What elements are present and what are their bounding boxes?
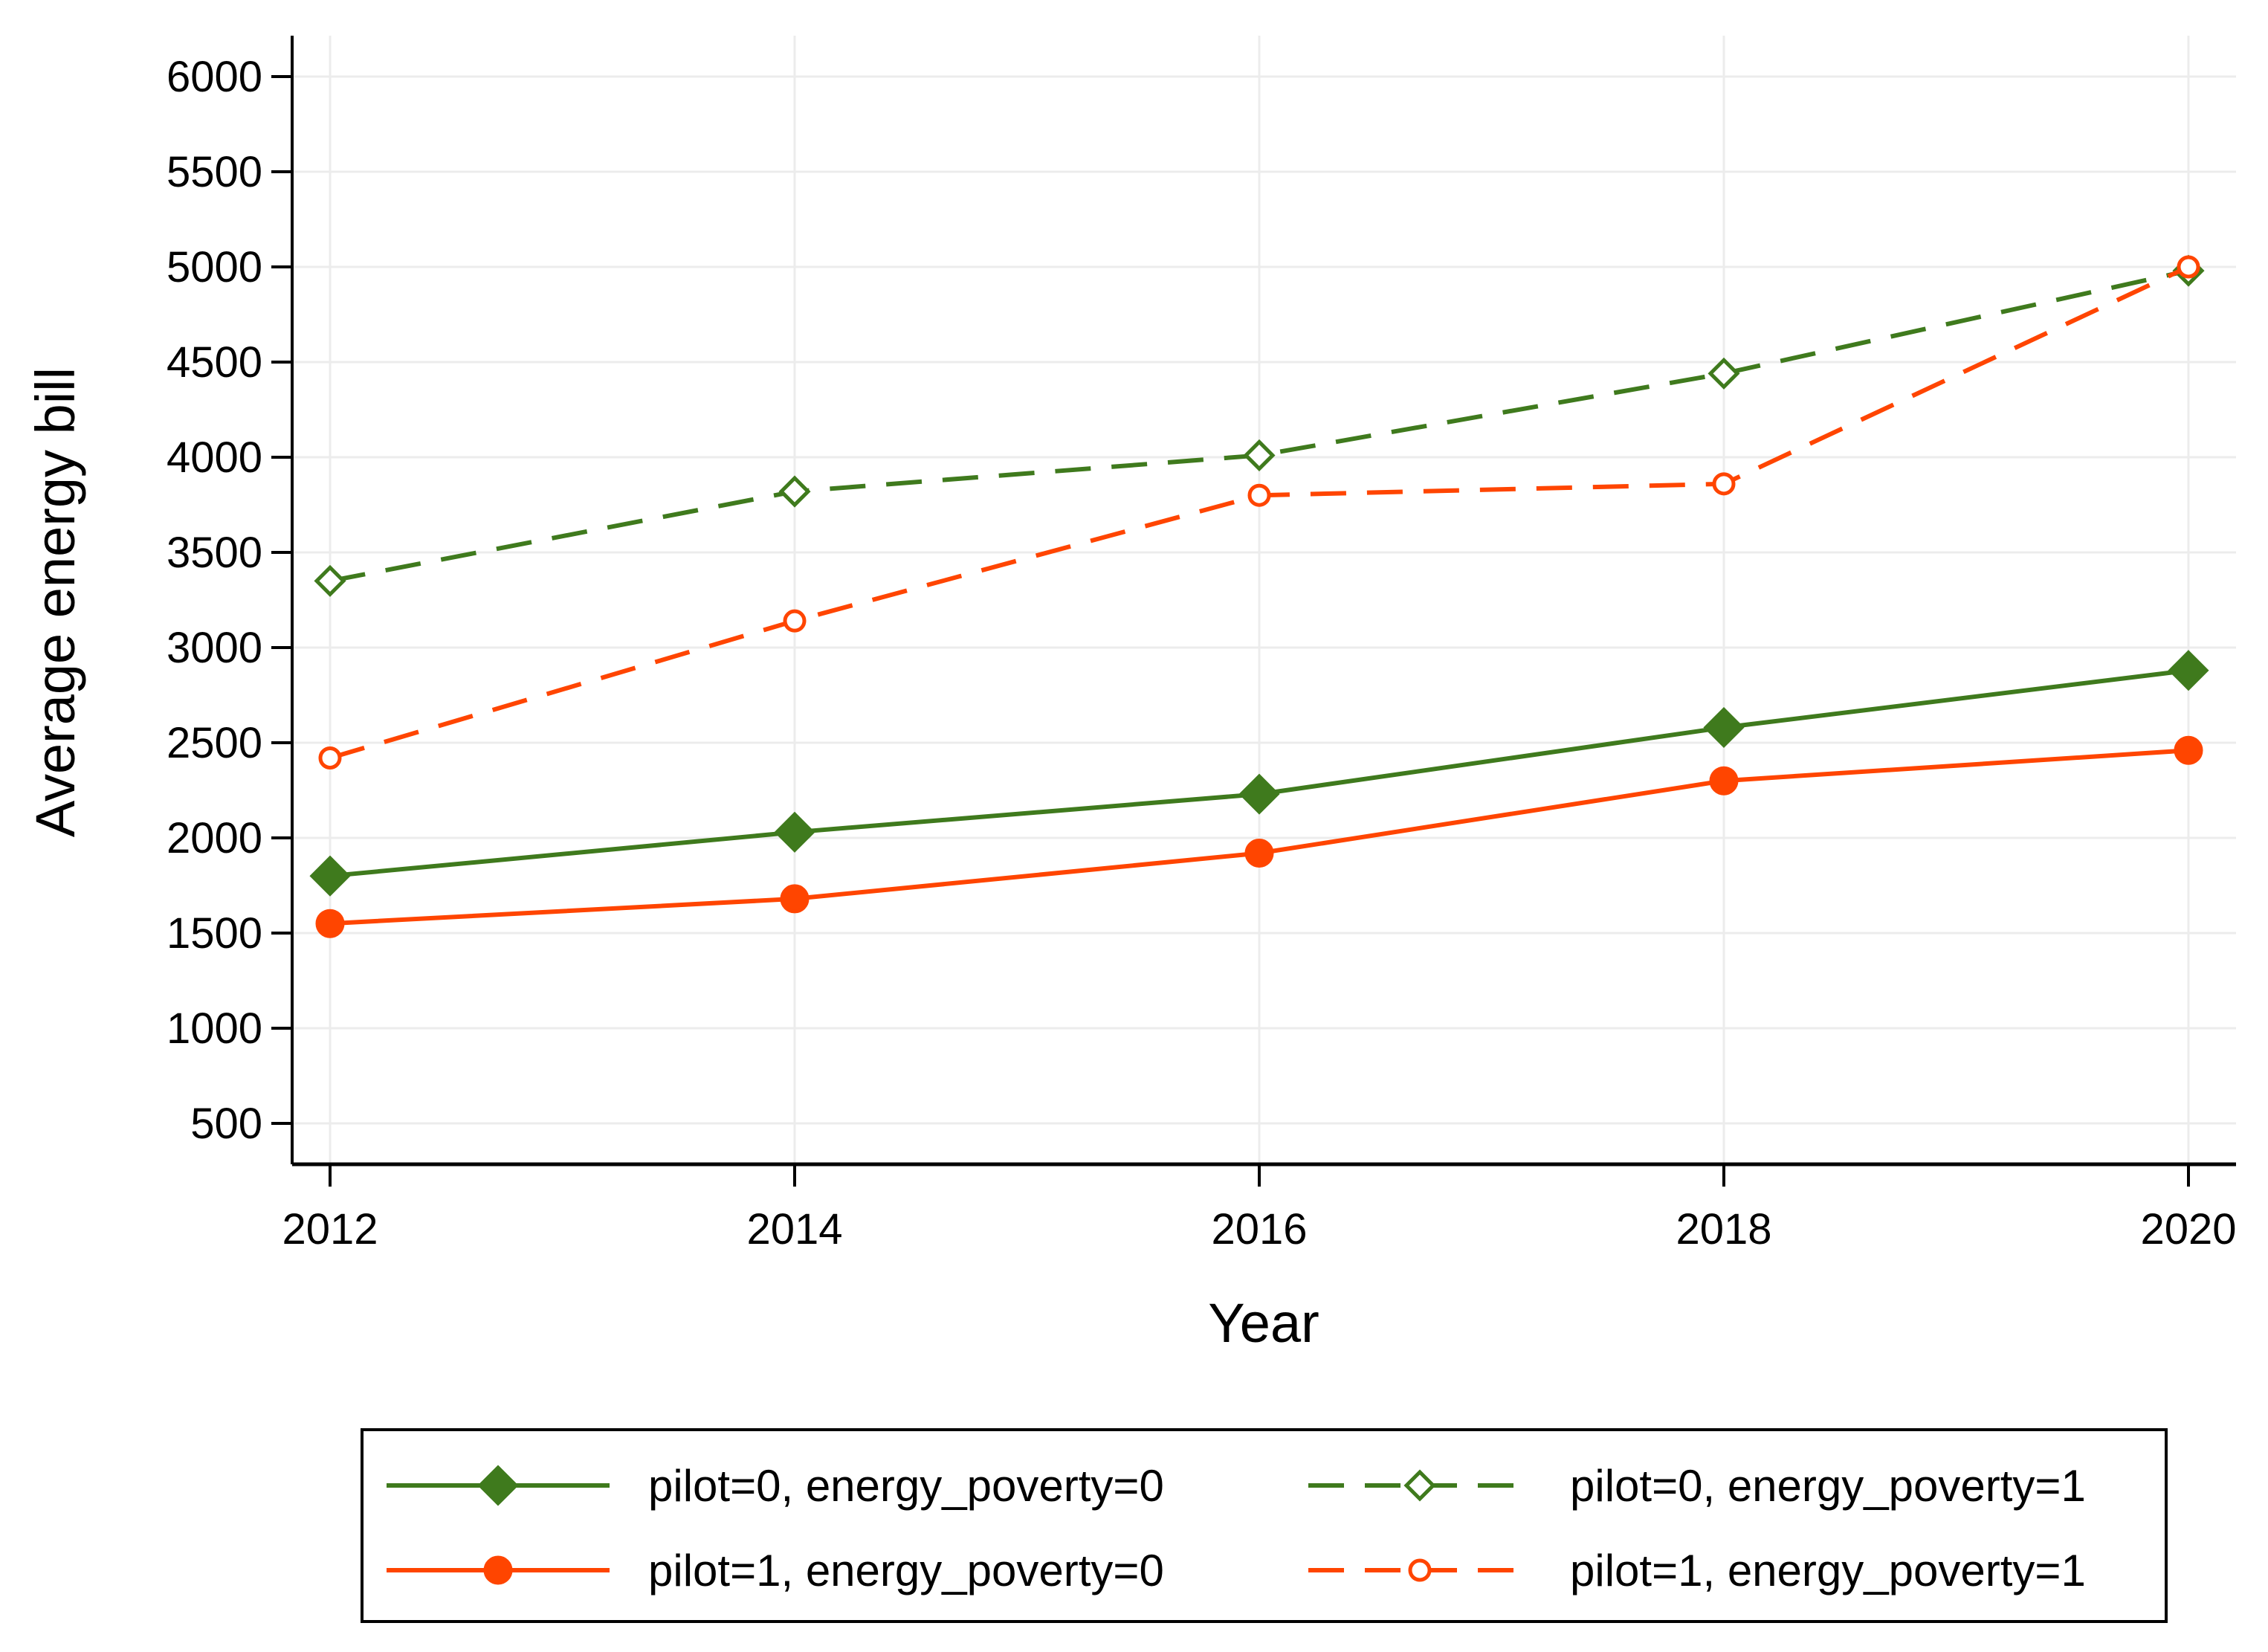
x-axis-label: Year bbox=[1208, 1292, 1319, 1354]
y-axis-label: Average energy bill bbox=[25, 367, 86, 837]
data-point-circle bbox=[318, 746, 342, 769]
legend-label: pilot=1, energy_poverty=0 bbox=[648, 1546, 1164, 1595]
axes: 500 1000 1500 2000 2500 3000 3500 4000 4500 5000 5… bbox=[167, 36, 2237, 1253]
data-point-diamond bbox=[477, 1465, 519, 1506]
data-point-diamond bbox=[778, 475, 811, 508]
data-point-circle bbox=[780, 884, 810, 914]
x-tick-label: 2020 bbox=[2140, 1205, 2236, 1253]
series-0 bbox=[309, 650, 2209, 897]
data-point-circle bbox=[315, 909, 345, 938]
y-tick-label: 1000 bbox=[167, 1004, 262, 1053]
data-point-circle bbox=[1247, 483, 1271, 507]
legend-item: pilot=1, energy_poverty=1 bbox=[1308, 1546, 2086, 1595]
x-tick-label: 2014 bbox=[746, 1205, 842, 1253]
y-tick-label: 6000 bbox=[167, 53, 262, 101]
data-point-diamond bbox=[1403, 1469, 1436, 1502]
legend-item: pilot=0, energy_poverty=0 bbox=[387, 1461, 1164, 1511]
y-tick-label: 3500 bbox=[167, 529, 262, 577]
data-point-circle bbox=[2177, 255, 2200, 279]
y-tick-label: 500 bbox=[190, 1100, 262, 1148]
grid bbox=[292, 36, 2236, 1164]
data-point-diamond bbox=[774, 811, 815, 853]
data-point-circle bbox=[1408, 1558, 1432, 1582]
legend-item: pilot=0, energy_poverty=1 bbox=[1308, 1461, 2086, 1511]
data-point-diamond bbox=[1703, 706, 1745, 749]
y-tick-label: 4000 bbox=[167, 433, 262, 482]
data-point-diamond bbox=[314, 564, 346, 597]
data-point-circle bbox=[783, 609, 807, 633]
y-tick-label: 2500 bbox=[167, 719, 262, 767]
data-point-circle bbox=[2174, 735, 2203, 765]
legend-box bbox=[361, 1428, 2168, 1623]
data-point-diamond bbox=[309, 855, 351, 897]
legend-item: pilot=1, energy_poverty=0 bbox=[387, 1546, 1164, 1595]
x-tick-label: 2018 bbox=[1676, 1205, 1771, 1253]
y-tick-label: 5000 bbox=[167, 243, 262, 291]
data-point-circle bbox=[1712, 472, 1736, 496]
data-point-circle bbox=[1244, 838, 1274, 868]
series-2 bbox=[315, 735, 2203, 938]
y-tick-label: 3000 bbox=[167, 624, 262, 672]
data-point-diamond bbox=[2168, 650, 2209, 691]
x-tick-label: 2016 bbox=[1211, 1205, 1307, 1253]
data-point-diamond bbox=[1708, 357, 1740, 390]
y-tick-label: 4500 bbox=[167, 338, 262, 387]
y-tick-label: 5500 bbox=[167, 148, 262, 196]
legend-label: pilot=1, energy_poverty=1 bbox=[1570, 1546, 2086, 1595]
legend: pilot=0, energy_poverty=0 pilot=0, energy… bbox=[361, 1428, 2168, 1623]
data-point-circle bbox=[483, 1555, 513, 1585]
series-1 bbox=[314, 254, 2205, 597]
data-point-circle bbox=[1709, 766, 1739, 796]
x-tick-label: 2012 bbox=[282, 1205, 378, 1253]
series-3 bbox=[318, 255, 2200, 769]
legend-label: pilot=0, energy_poverty=1 bbox=[1570, 1461, 2086, 1511]
y-tick-label: 1500 bbox=[167, 909, 262, 958]
data-point-diamond bbox=[1243, 439, 1276, 471]
legend-label: pilot=0, energy_poverty=0 bbox=[648, 1461, 1164, 1511]
y-tick-label: 2000 bbox=[167, 814, 262, 862]
series-group bbox=[309, 254, 2209, 938]
data-point-diamond bbox=[1238, 773, 1280, 815]
